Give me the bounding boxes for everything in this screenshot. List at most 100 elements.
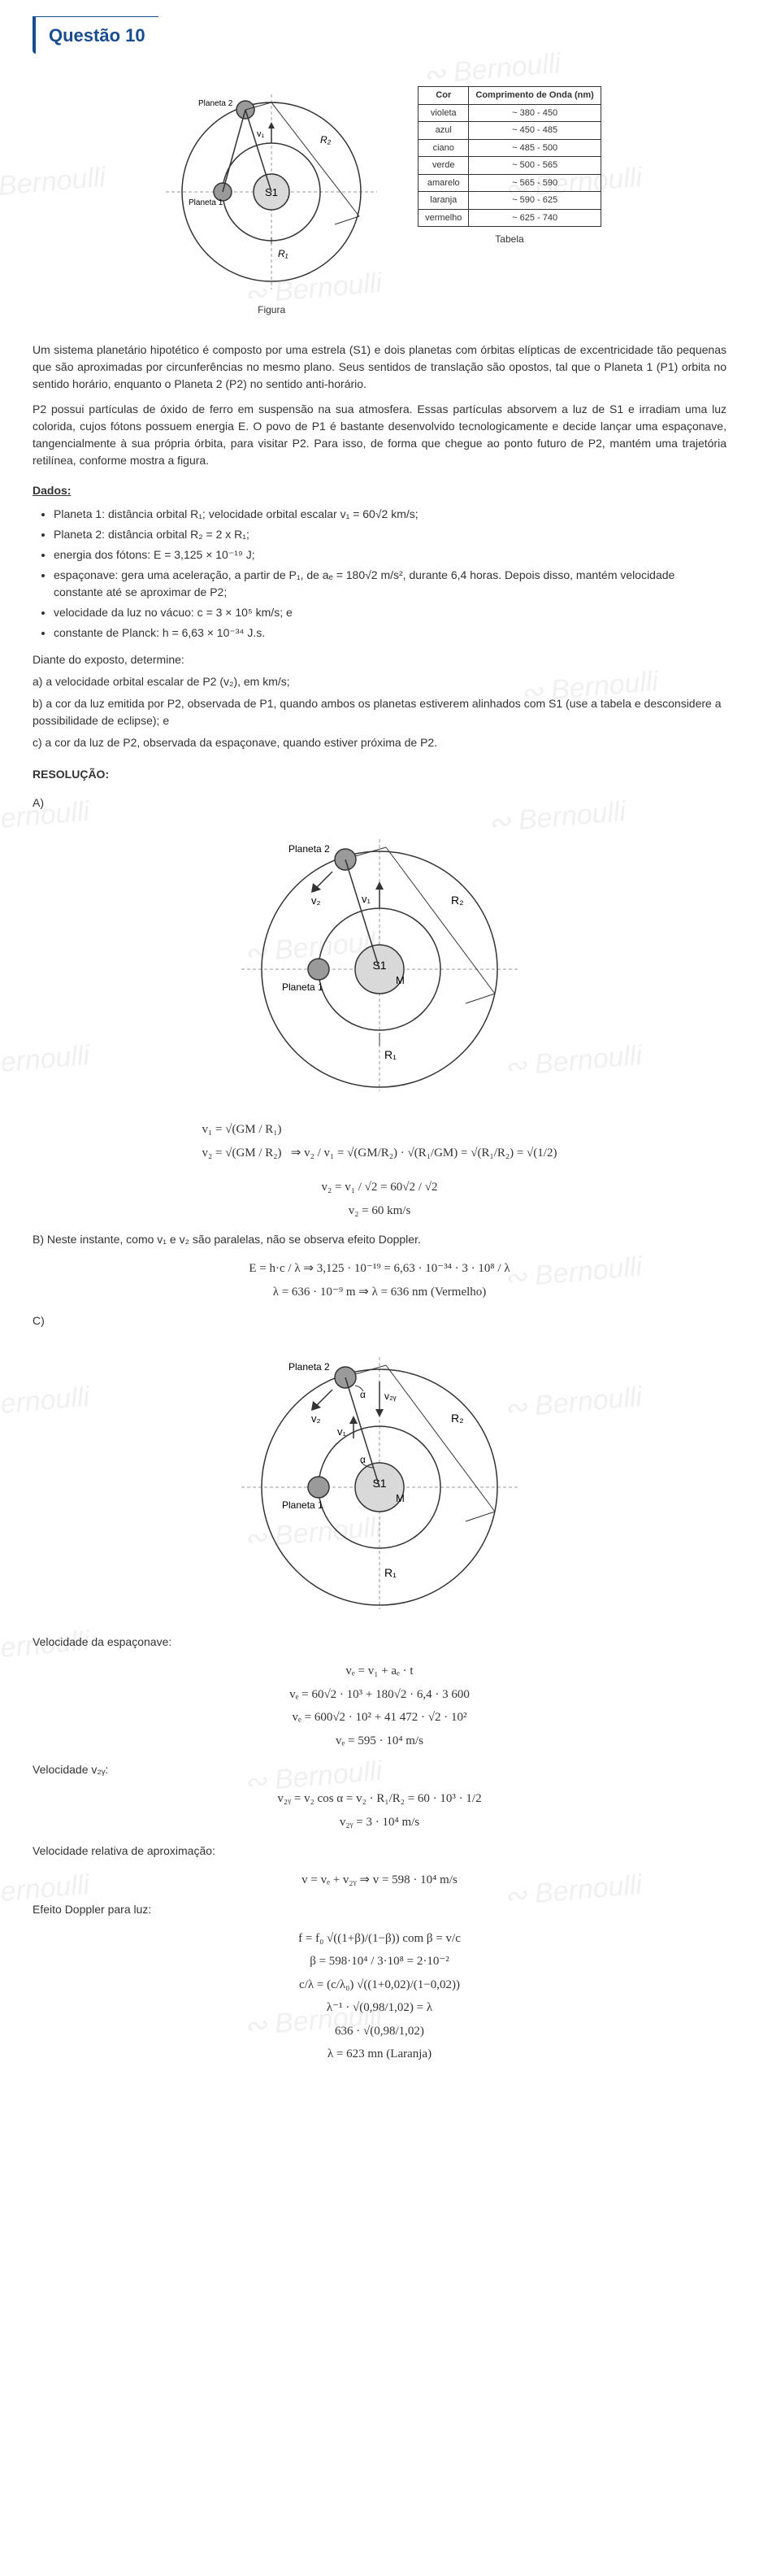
- table-cell: ciano: [419, 139, 469, 157]
- ask-line: Diante do exposto, determine:: [33, 651, 726, 668]
- svg-text:α: α: [360, 1389, 366, 1400]
- v1-label: v₁: [257, 129, 265, 139]
- table-header: Cor: [419, 87, 469, 105]
- part-a-label: A): [33, 794, 726, 812]
- eq: β = 598·10⁴ / 3·10⁸ = 2·10⁻²: [33, 1952, 726, 1971]
- svg-text:R₁: R₁: [384, 1566, 397, 1579]
- table-cell: vermelho: [419, 209, 469, 227]
- dados-list: Planeta 1: distância orbital R₁; velocid…: [54, 506, 726, 642]
- table-block: Cor Comprimento de Onda (nm) violeta~ 38…: [418, 86, 601, 246]
- r2-label: R₂: [320, 134, 332, 146]
- eq: vₑ = 595 · 10⁴ m/s: [33, 1732, 726, 1751]
- svg-text:M: M: [396, 974, 405, 986]
- dado-item: Planeta 1: distância orbital R₁; velocid…: [54, 506, 726, 523]
- svg-text:S1: S1: [372, 1477, 386, 1490]
- part-b-label: B) Neste instante, como v₁ e v₂ são para…: [33, 1231, 726, 1248]
- table-cell: amarelo: [419, 174, 469, 192]
- equations-c4: f = f₀ √((1+β)/(1−β)) com β = v/c β = 59…: [33, 1930, 726, 2064]
- eq: λ⁻¹ · √(0,98/1,02) = λ: [33, 1999, 726, 2017]
- intro-paragraph-1: Um sistema planetário hipotético é compo…: [33, 342, 726, 393]
- table-row: amarelo~ 565 - 590: [419, 174, 601, 192]
- eq: v₁ = √(GM / R₁): [202, 1120, 557, 1139]
- orbit-figure: S1 Planeta 1 Planeta 2 R₂ v₁ R₁: [158, 86, 385, 298]
- eq: vₑ = 600√2 · 10² + 41 472 · √2 · 10²: [33, 1708, 726, 1727]
- table-header: Comprimento de Onda (nm): [469, 87, 601, 105]
- eq: v = vₑ + v₂ᵧ ⇒ v = 598 · 10⁴ m/s: [33, 1871, 726, 1890]
- eq: 636 · √(0,98/1,02): [33, 2022, 726, 2041]
- table-cell: ~ 500 - 565: [469, 157, 601, 175]
- orbit-figure-a: S1 M Planeta 1 Planeta 2 R₂ v₁ v₂ R₁: [233, 823, 526, 1099]
- eq: vₑ = 60√2 · 10³ + 180√2 · 6,4 · 3 600: [33, 1686, 726, 1704]
- dado-item: velocidade da luz no vácuo: c = 3 × 10⁵ …: [54, 604, 726, 621]
- svg-text:S1: S1: [372, 959, 386, 972]
- figure-a-block: S1 M Planeta 1 Planeta 2 R₂ v₁ v₂ R₁: [33, 823, 726, 1104]
- figure-block: S1 Planeta 1 Planeta 2 R₂ v₁ R₁ Figura: [158, 86, 385, 317]
- eq: λ = 623 mn (Laranja): [33, 2045, 726, 2064]
- svg-text:v₂ᵧ: v₂ᵧ: [384, 1390, 397, 1402]
- table-row: ciano~ 485 - 500: [419, 139, 601, 157]
- question-title: Questão 10: [49, 25, 145, 46]
- vrel-label: Velocidade relativa de aproximação:: [33, 1843, 726, 1860]
- svg-text:R₂: R₂: [451, 894, 464, 907]
- table-cell: violeta: [419, 104, 469, 122]
- eq: v₂ᵧ = 3 · 10⁴ m/s: [33, 1813, 726, 1832]
- table-caption: Tabela: [418, 232, 601, 246]
- svg-text:v₂: v₂: [311, 894, 321, 907]
- svg-text:R₁: R₁: [384, 1048, 397, 1061]
- table-cell: ~ 565 - 590: [469, 174, 601, 192]
- figure-c-block: S1 M Planeta 1 Planeta 2 R₂ α v₂ᵧ v₂ v₁ …: [33, 1341, 726, 1622]
- resolucao-heading: RESOLUÇÃO:: [33, 766, 726, 783]
- table-cell: ~ 485 - 500: [469, 139, 601, 157]
- svg-text:Planeta 1: Planeta 1: [282, 981, 323, 993]
- question-c: c) a cor da luz de P2, observada da espa…: [33, 734, 726, 751]
- svg-text:Planeta 2: Planeta 2: [288, 1361, 330, 1373]
- equations-b: E = h·c / λ ⇒ 3,125 · 10⁻¹⁹ = 6,63 · 10⁻…: [33, 1260, 726, 1301]
- star-label: S1: [265, 186, 278, 198]
- table-cell: azul: [419, 122, 469, 140]
- question-b: b) a cor da luz emitida por P2, observad…: [33, 695, 726, 729]
- table-cell: laranja: [419, 192, 469, 210]
- table-cell: verde: [419, 157, 469, 175]
- orbit-figure-c: S1 M Planeta 1 Planeta 2 R₂ α v₂ᵧ v₂ v₁ …: [233, 1341, 526, 1617]
- eq: v₂ = v₁ / √2 = 60√2 / √2: [33, 1178, 726, 1197]
- planet2-label: Planeta 2: [198, 99, 233, 108]
- table-cell: ~ 590 - 625: [469, 192, 601, 210]
- question-a: a) a velocidade orbital escalar de P2 (v…: [33, 673, 726, 690]
- eq: E = h·c / λ ⇒ 3,125 · 10⁻¹⁹ = 6,63 · 10⁻…: [33, 1260, 726, 1278]
- figure-and-table-row: S1 Planeta 1 Planeta 2 R₂ v₁ R₁ Figura C…: [33, 86, 726, 317]
- dado-item: energia dos fótons: E = 3,125 × 10⁻¹⁹ J;: [54, 546, 726, 564]
- table-row: azul~ 450 - 485: [419, 122, 601, 140]
- svg-text:Planeta 2: Planeta 2: [288, 843, 330, 855]
- vel-espaconave-label: Velocidade da espaçonave:: [33, 1634, 726, 1651]
- dados-heading: Dados:: [33, 482, 726, 499]
- eq: f = f₀ √((1+β)/(1−β)) com β = v/c: [33, 1930, 726, 1948]
- svg-text:v₁: v₁: [337, 1425, 347, 1438]
- equations-c3: v = vₑ + v₂ᵧ ⇒ v = 598 · 10⁴ m/s: [33, 1871, 726, 1890]
- equations-c1: vₑ = v₁ + aₑ · t vₑ = 60√2 · 10³ + 180√2…: [33, 1662, 726, 1750]
- table-row: violeta~ 380 - 450: [419, 104, 601, 122]
- figure-caption: Figura: [158, 302, 385, 317]
- svg-text:α: α: [360, 1454, 366, 1465]
- svg-text:Planeta 1: Planeta 1: [282, 1499, 323, 1511]
- r1-label: R₁: [278, 248, 288, 259]
- eq: v₂ = 60 km/s: [33, 1202, 726, 1221]
- eq: v₂ᵧ = v₂ cos α = v₂ · R₁/R₂ = 60 · 10³ ·…: [33, 1790, 726, 1808]
- eq: vₑ = v₁ + aₑ · t: [33, 1662, 726, 1681]
- table-cell: ~ 625 - 740: [469, 209, 601, 227]
- equations-c2: v₂ᵧ = v₂ cos α = v₂ · R₁/R₂ = 60 · 10³ ·…: [33, 1790, 726, 1831]
- table-cell: ~ 450 - 485: [469, 122, 601, 140]
- eq: c/λ = (c/λ₀) √((1+0,02)/(1−0,02)): [33, 1976, 726, 1995]
- equations-a: v₁ = √(GM / R₁) v₂ = √(GM / R₂) ⇒ v₂ / v…: [33, 1116, 726, 1220]
- dado-item: constante de Planck: h = 6,63 × 10⁻³⁴ J.…: [54, 624, 726, 642]
- dado-item: espaçonave: gera uma aceleração, a parti…: [54, 567, 726, 601]
- svg-text:v₁: v₁: [362, 893, 371, 905]
- dado-item: Planeta 2: distância orbital R₂ = 2 x R₁…: [54, 526, 726, 543]
- v2y-label: Velocidade v₂ᵧ:: [33, 1761, 726, 1778]
- table-cell: ~ 380 - 450: [469, 104, 601, 122]
- table-row: laranja~ 590 - 625: [419, 192, 601, 210]
- svg-text:M: M: [396, 1492, 405, 1504]
- svg-text:R₂: R₂: [451, 1412, 464, 1425]
- eq: v₂ = √(GM / R₂) ⇒ v₂ / v₁ = √(GM/R₂) · √…: [202, 1144, 557, 1163]
- doppler-label: Efeito Doppler para luz:: [33, 1901, 726, 1918]
- eq: λ = 636 · 10⁻⁹ m ⇒ λ = 636 nm (Vermelho): [33, 1283, 726, 1302]
